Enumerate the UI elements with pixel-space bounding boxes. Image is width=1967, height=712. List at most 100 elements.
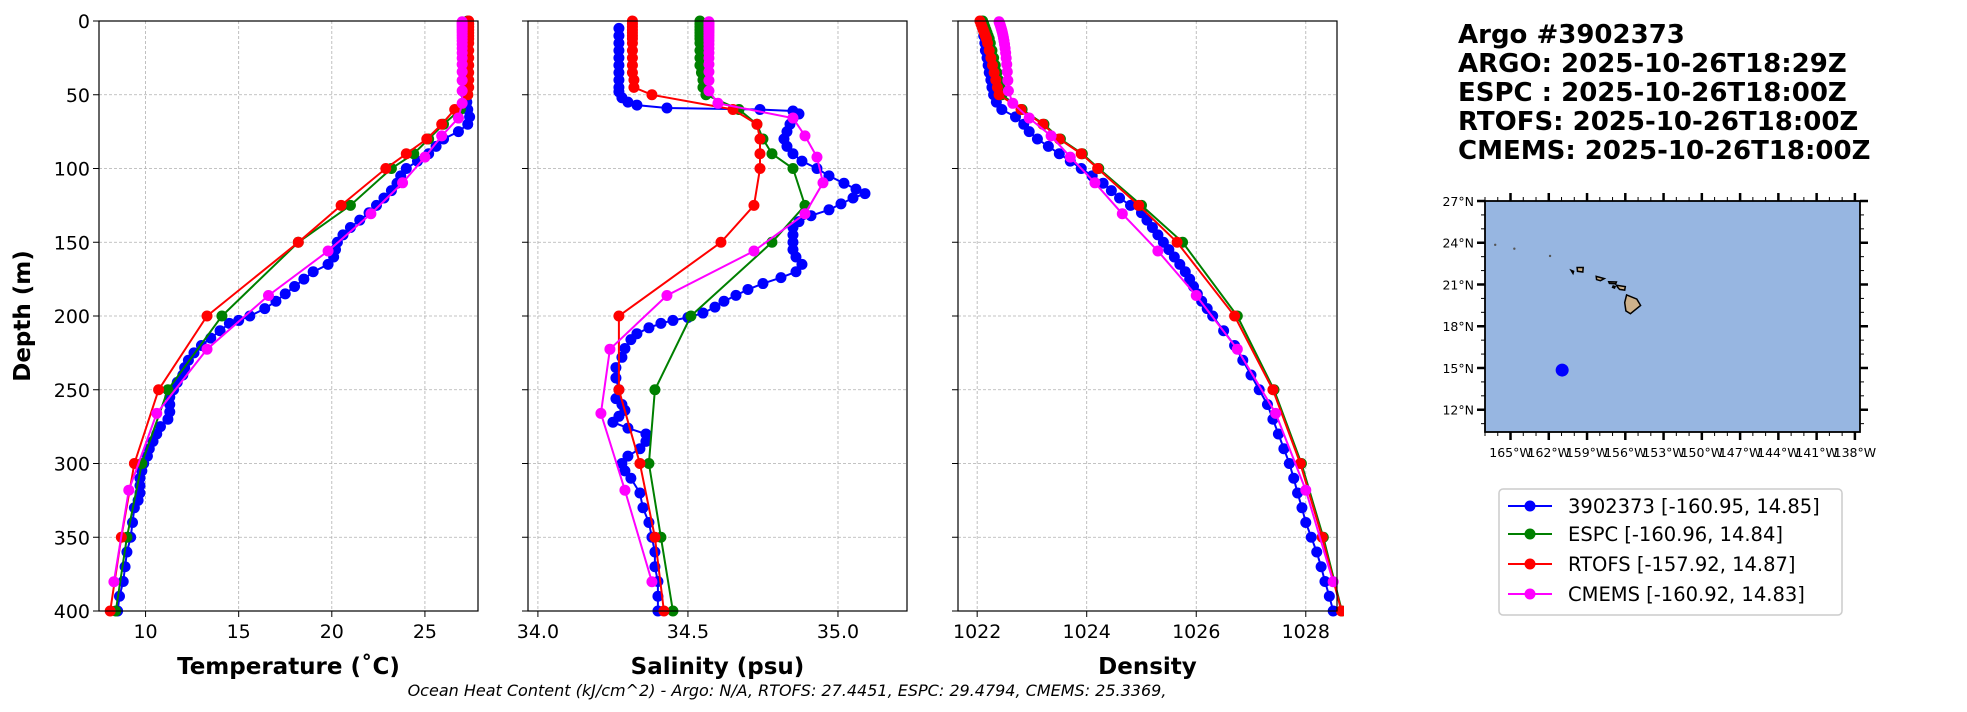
data-point-argo [1261,399,1273,410]
data-point-cmems [365,208,377,220]
data-point-cmems [456,85,468,97]
legend-box [1498,488,1843,616]
legend-entry: 3902373 [-160.95, 14.85] [1508,495,1820,518]
data-point-cmems [1007,97,1019,109]
data-point-argo [742,283,754,295]
data-point-argo [1278,443,1290,455]
data-point-cmems [151,407,163,419]
map-lon-label: 144°W [1757,445,1799,460]
data-point-cmems [456,66,468,78]
data-point-argo [1323,590,1335,602]
panel-temperature: 10 15 20 25050100150200250300350400Temperat… [54,11,479,680]
data-point-argo [1097,177,1109,189]
data-point-cmems [1089,177,1101,189]
data-point-rtofs [754,163,766,174]
data-point-argo [634,487,646,499]
data-point-rtofs [628,81,640,93]
data-point-argo [637,502,649,514]
data-point-cmems [1001,66,1013,78]
data-point-rtofs [748,199,760,211]
data-point-rtofs [754,148,766,160]
data-point-argo [730,289,742,301]
legend-marker [1524,558,1536,570]
data-point-argo [622,450,634,462]
data-point-argo [270,295,282,307]
data-point-cmems [1327,576,1339,588]
data-point-cmems [1300,484,1312,496]
data-point-argo [370,199,382,211]
islet [1494,243,1497,247]
data-point-argo [667,314,679,326]
data-point-cmems [748,245,760,257]
data-point-argo [1311,546,1323,558]
legend-label: 3902373 [-160.95, 14.85] [1568,495,1820,518]
data-point-argo [835,198,847,210]
data-point-rtofs [449,104,461,115]
map-lon-label: 150°W [1681,445,1723,460]
data-point-argo [1288,472,1300,484]
series-group [974,15,1344,617]
data-point-cmems [703,74,715,86]
data-point-argo [847,192,859,204]
island [1607,280,1618,285]
series-line-argo [981,28,1335,612]
data-point-argo [697,307,709,319]
map-lon-label: 156°W [1604,445,1646,460]
map-lat-label: 24°N [1442,236,1474,251]
data-point-argo [1031,133,1043,145]
x-tick-label: 35.0 [817,621,859,643]
data-point-argo [625,472,637,484]
data-point-argo [298,273,310,285]
data-point-argo [1272,428,1284,440]
data-point-argo [462,118,474,130]
panel-salinity: 34.0 34.5 35.0 Salinity (psu) [517,15,908,680]
data-point-argo [279,288,291,300]
data-point-espc [787,163,799,174]
data-point-rtofs [400,148,412,160]
island [1576,266,1585,273]
map-lon-label: 138°W [1834,445,1876,460]
data-point-argo [718,295,730,307]
y-tick-label: 50 [66,85,90,107]
data-point-argo [643,322,655,334]
data-point-cmems [817,177,829,189]
data-point-argo [619,342,631,354]
y-tick-label: 100 [54,159,90,181]
series-line-cmems [998,21,1335,583]
data-point-argo [289,281,301,292]
data-point-cmems [1064,151,1076,163]
data-point-cmems [1190,289,1202,301]
map-lon-label: 153°W [1642,445,1684,460]
legend-marker [1524,588,1536,600]
data-point-rtofs [380,163,392,174]
data-point-argo [1105,185,1117,197]
x-tick-label: 1026 [1172,621,1220,643]
data-point-argo [622,96,634,108]
data-point-rtofs [421,133,433,145]
data-point-argo [1125,199,1137,211]
data-point-rtofs [1133,199,1145,211]
series-line-cmems [112,21,464,582]
argo-location-marker [1555,363,1569,377]
island [1569,268,1575,276]
data-point-espc [649,384,661,396]
x-tick-label: 34.0 [517,621,559,643]
series-group [104,15,476,617]
data-point-argo [631,99,643,111]
data-point-argo [1305,531,1317,543]
y-tick-label: 150 [54,232,90,254]
data-point-cmems [262,289,274,301]
data-point-argo [796,155,808,167]
data-point-cmems [619,484,631,496]
y-tick-label: 250 [54,380,90,402]
ocean-heat-content-footer: Ocean Heat Content (kJ/cm^2) - Argo: N/A… [408,681,1167,700]
title-rtofs-time: RTOFS: 2025-10-26T18:00Z [1458,107,1858,137]
legend-marker [1524,500,1536,512]
data-point-argo [1023,126,1035,138]
data-point-rtofs [1092,163,1104,174]
data-point-argo [757,278,769,290]
data-point-argo [1114,192,1126,204]
data-point-cmems [799,130,811,142]
axes-frame [957,20,1338,612]
map-lat-label: 12°N [1442,403,1474,418]
